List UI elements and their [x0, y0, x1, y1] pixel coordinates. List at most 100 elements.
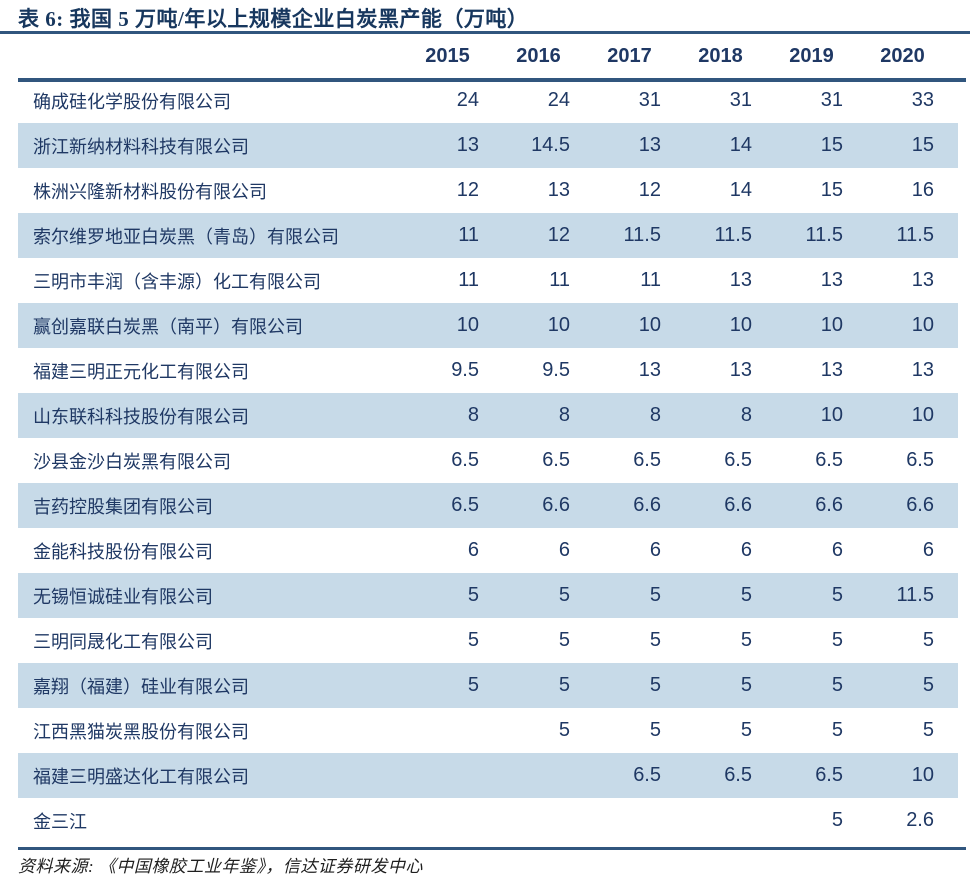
capacity-value-cell: 6.5 [724, 764, 752, 786]
capacity-value-cell: 13 [638, 134, 661, 156]
capacity-value-cell: 6 [740, 539, 752, 561]
capacity-value-cell: 6.5 [815, 764, 843, 786]
capacity-value-cell: 6.5 [906, 449, 934, 471]
capacity-value-cell: 15 [820, 179, 843, 201]
capacity-value-cell: 6 [922, 539, 934, 561]
table-body: 确成硅化学股份有限公司 24 24 31 31 31 33 浙江新纳材料科技有限公司 13 14.… [18, 78, 966, 843]
capacity-value-cell: 11.5 [896, 584, 934, 606]
capacity-value-cell: 6.5 [815, 449, 843, 471]
company-name-cell: 浙江新纳材料科技有限公司 [33, 136, 249, 157]
capacity-value-cell: 13 [820, 359, 843, 381]
company-name-cell: 无锡恒诚硅业有限公司 [33, 586, 213, 607]
capacity-value-cell: 6.5 [451, 494, 479, 516]
capacity-value-cell: 5 [922, 719, 934, 741]
capacity-value-cell: 5 [922, 674, 934, 696]
title-rule [0, 31, 970, 34]
capacity-value-cell: 5 [831, 629, 843, 651]
company-name-cell: 吉药控股集团有限公司 [33, 496, 213, 517]
year-column-header: 2019 [789, 44, 834, 67]
capacity-value-cell: 10 [911, 764, 934, 786]
capacity-value-cell: 15 [911, 134, 934, 156]
company-name-cell: 嘉翔（福建）硅业有限公司 [33, 676, 249, 697]
capacity-value-cell: 6 [831, 539, 843, 561]
table-row: 确成硅化学股份有限公司 24 24 31 31 31 33 [18, 78, 958, 123]
table-header-row: 2015 2016 2017 2018 2019 2020 [18, 34, 958, 78]
capacity-value-cell: 10 [911, 314, 934, 336]
capacity-value-cell: 6.5 [633, 764, 661, 786]
company-name-cell: 赢创嘉联白炭黑（南平）有限公司 [33, 316, 303, 337]
capacity-value-cell: 11.5 [805, 224, 843, 246]
capacity-value-cell: 11.5 [896, 224, 934, 246]
company-name-cell: 株洲兴隆新材料股份有限公司 [33, 181, 267, 202]
capacity-value-cell: 6.5 [724, 449, 752, 471]
capacity-value-cell: 6.6 [815, 494, 843, 516]
capacity-value-cell: 5 [467, 674, 479, 696]
capacity-value-cell: 11.5 [714, 224, 752, 246]
capacity-value-cell: 33 [911, 89, 934, 111]
capacity-value-cell: 10 [911, 404, 934, 426]
capacity-value-cell: 5 [467, 584, 479, 606]
capacity-value-cell: 6.5 [542, 449, 570, 471]
table-row: 株洲兴隆新材料股份有限公司 12 13 12 14 15 16 [18, 168, 958, 213]
capacity-value-cell: 6.5 [451, 449, 479, 471]
company-name-cell: 确成硅化学股份有限公司 [33, 91, 231, 112]
table-row: 吉药控股集团有限公司 6.5 6.6 6.6 6.6 6.6 6.6 [18, 483, 958, 528]
company-name-cell: 江西黑猫炭黑股份有限公司 [33, 721, 249, 742]
capacity-value-cell: 12 [638, 179, 661, 201]
year-column-header: 2016 [516, 44, 561, 67]
capacity-value-cell: 24 [547, 89, 570, 111]
capacity-value-cell: 11.5 [623, 224, 661, 246]
capacity-value-cell: 6.5 [633, 449, 661, 471]
bottom-rule [18, 847, 966, 850]
capacity-value-cell: 5 [831, 809, 843, 831]
company-name-cell: 金三江 [33, 811, 87, 832]
capacity-value-cell: 14 [729, 179, 752, 201]
table-row: 赢创嘉联白炭黑（南平）有限公司 10 10 10 10 10 10 [18, 303, 958, 348]
capacity-table: 2015 2016 2017 2018 2019 2020 确成硅化学股份有限公司 24 24… [18, 34, 966, 843]
table-row: 江西黑猫炭黑股份有限公司 5 5 5 5 5 [18, 708, 958, 753]
table-row: 三明同晟化工有限公司 5 5 5 5 5 5 [18, 618, 958, 663]
capacity-value-cell: 13 [729, 359, 752, 381]
capacity-value-cell: 9.5 [542, 359, 570, 381]
capacity-value-cell: 14.5 [531, 134, 570, 156]
capacity-value-cell: 8 [558, 404, 570, 426]
capacity-value-cell: 6.6 [724, 494, 752, 516]
table-row: 浙江新纳材料科技有限公司 13 14.5 13 14 15 15 [18, 123, 958, 168]
capacity-value-cell: 13 [911, 269, 934, 291]
year-column-header: 2015 [425, 44, 470, 67]
capacity-value-cell: 5 [922, 629, 934, 651]
capacity-value-cell: 5 [649, 674, 661, 696]
table-row: 福建三明盛达化工有限公司 6.5 6.5 6.5 10 [18, 753, 958, 798]
company-name-cell: 索尔维罗地亚白炭黑（青岛）有限公司 [33, 226, 339, 247]
company-name-cell: 三明同晟化工有限公司 [33, 631, 213, 652]
capacity-value-cell: 2.6 [906, 809, 934, 831]
table-row: 福建三明正元化工有限公司 9.5 9.5 13 13 13 13 [18, 348, 958, 393]
capacity-value-cell: 24 [456, 89, 479, 111]
table-row: 索尔维罗地亚白炭黑（青岛）有限公司 11 12 11.5 11.5 11.5 11.5 [18, 213, 958, 258]
capacity-value-cell: 13 [911, 359, 934, 381]
capacity-value-cell: 11 [640, 269, 661, 291]
table-row: 嘉翔（福建）硅业有限公司 5 5 5 5 5 5 [18, 663, 958, 708]
capacity-value-cell: 8 [467, 404, 479, 426]
table-row: 金三江 5 2.6 [18, 798, 958, 843]
capacity-value-cell: 31 [820, 89, 843, 111]
year-column-header: 2017 [607, 44, 652, 67]
capacity-value-cell: 8 [649, 404, 661, 426]
capacity-value-cell: 16 [911, 179, 934, 201]
company-name-cell: 福建三明正元化工有限公司 [33, 361, 249, 382]
year-column-header: 2018 [698, 44, 743, 67]
capacity-value-cell: 5 [649, 584, 661, 606]
company-name-cell: 金能科技股份有限公司 [33, 541, 213, 562]
capacity-value-cell: 5 [558, 674, 570, 696]
capacity-value-cell: 14 [729, 134, 752, 156]
capacity-value-cell: 10 [547, 314, 570, 336]
capacity-value-cell: 5 [558, 584, 570, 606]
year-column-header: 2020 [880, 44, 925, 67]
table-row: 沙县金沙白炭黑有限公司 6.5 6.5 6.5 6.5 6.5 6.5 [18, 438, 958, 483]
capacity-value-cell: 6.6 [906, 494, 934, 516]
capacity-value-cell: 13 [638, 359, 661, 381]
capacity-value-cell: 6 [649, 539, 661, 561]
capacity-value-cell: 31 [729, 89, 752, 111]
capacity-value-cell: 12 [456, 179, 479, 201]
capacity-value-cell: 5 [558, 629, 570, 651]
